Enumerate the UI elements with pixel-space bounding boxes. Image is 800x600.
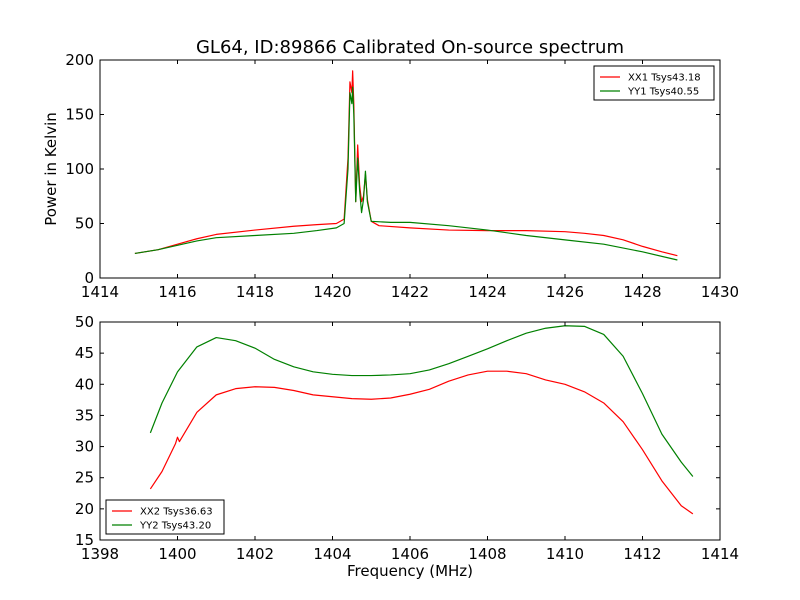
series-line-2-2 bbox=[149, 325, 694, 477]
legend-box bbox=[593, 65, 715, 101]
y-tick-label: 15 bbox=[75, 531, 94, 549]
x-tick-label: 1420 bbox=[313, 283, 351, 301]
chart-title: GL64, ID:89866 Calibrated On-source spec… bbox=[196, 37, 624, 58]
x-tick-label: 1398 bbox=[81, 545, 119, 563]
top-plot: 1414 1416 1418 1420 1422 1424 1426 1428 1430 0 50 1… bbox=[65, 51, 739, 301]
y-tick-label: 50 bbox=[75, 313, 94, 331]
x-tick-label: 1418 bbox=[236, 283, 274, 301]
x-tick-label: 1410 bbox=[546, 545, 584, 563]
x-axis-label: Frequency (MHz) bbox=[347, 562, 473, 580]
x-tick-label: 1422 bbox=[391, 283, 429, 301]
x-tick-label: 1430 bbox=[701, 283, 739, 301]
y-axis-label: Power in Kelvin bbox=[42, 112, 60, 226]
x-tick-label: 1414 bbox=[81, 283, 119, 301]
y-tick-label: 35 bbox=[75, 406, 94, 424]
x-tick-label: 1416 bbox=[158, 283, 196, 301]
y-tick-label: 50 bbox=[75, 215, 94, 233]
y-tick-label: 25 bbox=[75, 469, 94, 487]
y-tick-label: 0 bbox=[84, 269, 94, 287]
y-tick-label: 30 bbox=[75, 438, 94, 456]
y-tick-label: 200 bbox=[65, 51, 94, 69]
legend-entry-label: XX1 Tsys43.18 bbox=[628, 73, 701, 84]
x-tick-label: 1424 bbox=[468, 283, 506, 301]
legend-entry-label: XX2 Tsys36.63 bbox=[140, 507, 213, 518]
y-tick-label: 20 bbox=[75, 500, 94, 518]
y-tick-label: 45 bbox=[75, 344, 94, 362]
series-line-2-1 bbox=[149, 370, 694, 515]
legend-box bbox=[105, 499, 225, 535]
x-tick-label: 1414 bbox=[701, 545, 739, 563]
series-line-1-2 bbox=[134, 86, 678, 261]
bottom-plot: 1398 1400 1402 1404 1406 1408 1410 1412 1414 15 20… bbox=[75, 313, 739, 563]
x-tick-label: 1428 bbox=[623, 283, 661, 301]
x-tick-label: 1404 bbox=[313, 545, 351, 563]
y-tick-label: 40 bbox=[75, 375, 94, 393]
x-tick-label: 1426 bbox=[546, 283, 584, 301]
x-tick-label: 1406 bbox=[391, 545, 429, 563]
legend-2: XX2 Tsys36.63 YY2 Tsys43.20 bbox=[105, 499, 225, 535]
x-tick-label: 1408 bbox=[468, 545, 506, 563]
legend-entry-label: YY1 Tsys40.55 bbox=[627, 87, 699, 98]
y-tick-label: 100 bbox=[65, 160, 94, 178]
x-tick-label: 1412 bbox=[623, 545, 661, 563]
y-tick-label: 150 bbox=[65, 106, 94, 124]
legend-1: XX1 Tsys43.18 YY1 Tsys40.55 bbox=[593, 65, 715, 101]
legend-entry-label: YY2 Tsys43.20 bbox=[139, 521, 211, 532]
x-tick-label: 1402 bbox=[236, 545, 274, 563]
x-tick-label: 1400 bbox=[158, 545, 196, 563]
